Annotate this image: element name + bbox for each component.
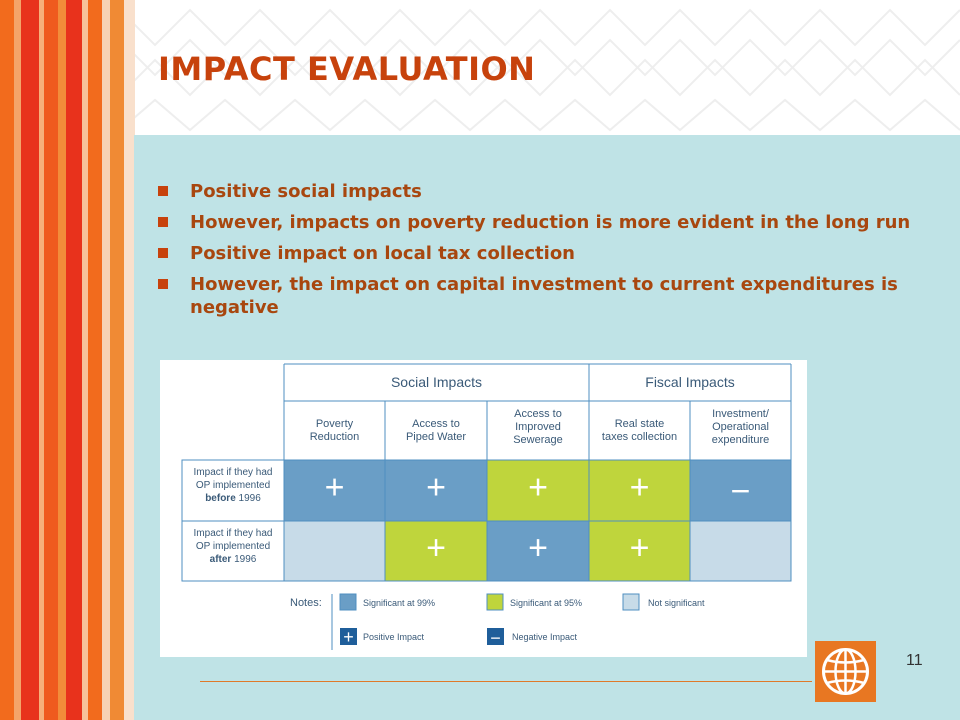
impact-cell	[486, 520, 590, 582]
bullet-square-icon	[158, 186, 168, 196]
impact-sign: +	[630, 469, 650, 507]
impact-cell	[689, 520, 792, 582]
page-number: 11	[906, 652, 923, 669]
legend-swatch-negative	[487, 628, 504, 645]
column-header: Investment/	[712, 408, 770, 420]
bullet-square-icon	[158, 279, 168, 289]
row-label: Impact if they had	[194, 528, 273, 539]
bullet-item: However, the impact on capital investmen…	[158, 273, 948, 319]
bullet-text: However, the impact on capital investmen…	[190, 274, 898, 318]
row-label: OP implemented	[196, 541, 270, 552]
notes-label: Notes:	[290, 597, 322, 609]
column-header: expenditure	[712, 434, 770, 446]
group-header-fiscal: Fiscal Impacts	[645, 374, 734, 390]
row-label: before 1996	[205, 493, 261, 504]
column-header: taxes collection	[602, 431, 677, 443]
bullet-text: Positive social impacts	[190, 181, 422, 202]
header-band	[0, 0, 960, 135]
column-header: Piped Water	[406, 431, 466, 443]
side-stripes	[0, 0, 135, 720]
negative-impact-icon: −	[490, 628, 501, 648]
legend-label-positive: Positive Impact	[363, 632, 425, 642]
impact-cell	[384, 520, 488, 582]
impact-sign: −	[731, 473, 751, 511]
world-bank-logo	[815, 641, 876, 702]
column-header: Poverty	[316, 418, 354, 430]
legend-label-negative: Negative Impact	[512, 632, 578, 642]
impact-sign: +	[630, 529, 650, 567]
legend-label-notsig: Not significant	[648, 598, 705, 608]
bullet-list: Positive social impacts However, impacts…	[158, 180, 948, 327]
footer-divider	[200, 681, 812, 682]
bullet-item: Positive impact on local tax collection	[158, 242, 948, 265]
column-header: Access to	[412, 418, 460, 430]
impact-table: Social Impacts Fiscal Impacts Poverty Reduc…	[160, 360, 807, 657]
bullet-item: Positive social impacts	[158, 180, 948, 203]
impact-cell	[588, 520, 691, 582]
bullet-square-icon	[158, 217, 168, 227]
column-header: Access to	[514, 408, 562, 420]
row-label: OP implemented	[196, 480, 270, 491]
row-label: after 1996	[210, 554, 257, 565]
impact-cell	[283, 520, 386, 582]
impact-sign: +	[426, 469, 446, 507]
legend-label-sig95: Significant at 95%	[510, 598, 582, 608]
impact-sign: +	[426, 529, 446, 567]
legend-swatch-notsig	[622, 593, 640, 611]
legend-swatch-sig95	[486, 593, 504, 611]
globe-icon	[822, 648, 869, 695]
column-header: Sewerage	[513, 434, 563, 446]
impact-cell	[283, 459, 386, 522]
bullet-item: However, impacts on poverty reduction is…	[158, 211, 948, 234]
impact-sign: +	[528, 529, 548, 567]
legend-swatch-sig99	[339, 593, 357, 611]
impact-sign: +	[528, 469, 548, 507]
row-label-cell	[181, 520, 285, 582]
impact-cell	[689, 459, 792, 522]
bullet-text: Positive impact on local tax collection	[190, 243, 575, 264]
impact-cell	[384, 459, 488, 522]
bullet-text: However, impacts on poverty reduction is…	[190, 212, 911, 233]
column-header: Real state	[615, 418, 665, 430]
positive-impact-icon: +	[343, 627, 354, 647]
column-header: Operational	[712, 421, 769, 433]
group-header-social: Social Impacts	[391, 374, 482, 390]
legend-label-sig99: Significant at 99%	[363, 598, 435, 608]
slide-title: IMPACT EVALUATION	[158, 50, 536, 88]
legend-swatch-positive	[340, 628, 357, 645]
impact-sign: +	[325, 469, 345, 507]
impact-table-svg: Social Impacts Fiscal Impacts PovertyReduc…	[181, 363, 792, 650]
bullet-square-icon	[158, 248, 168, 258]
row-label: Impact if they had	[194, 467, 273, 478]
column-header: Reduction	[310, 431, 360, 443]
column-header: Improved	[515, 421, 561, 433]
decorative-pattern	[120, 8, 960, 132]
